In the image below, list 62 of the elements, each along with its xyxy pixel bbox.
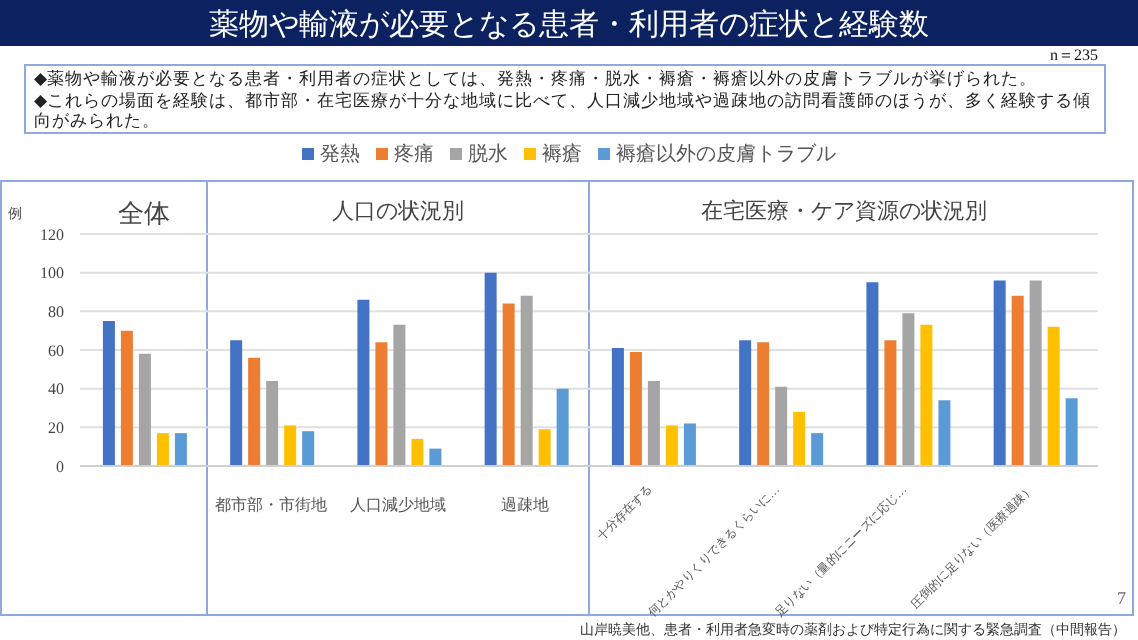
bar <box>502 303 515 466</box>
legend-label: 褥瘡以外の皮膚トラブル <box>614 141 836 168</box>
bar <box>1011 295 1024 466</box>
bar <box>1047 326 1060 466</box>
x-tick-label: 過疎地 <box>501 496 550 514</box>
y-tick-label: 40 <box>48 380 64 399</box>
bar <box>411 438 424 466</box>
bar <box>230 340 243 466</box>
bar <box>375 342 388 466</box>
y-tick-label: 100 <box>40 264 64 283</box>
bar <box>938 400 951 466</box>
bar <box>538 429 551 466</box>
bar <box>357 299 370 466</box>
bar <box>556 388 569 466</box>
bar <box>1029 280 1042 466</box>
y-tick-label: 20 <box>48 419 64 438</box>
bar <box>393 324 406 466</box>
legend-label: 褥瘡 <box>540 141 582 168</box>
bar <box>757 342 770 466</box>
text: 人口の状況別 <box>330 198 467 226</box>
bar <box>1065 398 1078 466</box>
y-tick-label: 80 <box>48 303 64 322</box>
bar <box>120 330 133 466</box>
bar <box>429 448 442 466</box>
legend-label: 疼痛 <box>392 141 434 168</box>
bar <box>866 282 879 466</box>
text: 全体 <box>115 196 172 232</box>
text: 7 <box>1117 588 1126 608</box>
x-tick-label: 人口減少地域 <box>350 496 447 514</box>
text: n＝235 <box>1050 46 1098 64</box>
y-tick-label: 120 <box>40 225 64 244</box>
chart-subtitle: ◆薬物や輸液が必要となる患者・利用者の症状としては、発熱・疼痛・脱水・褥瘡・褥瘡以外の皮膚トラブルが挙げられた。 ◆これらの場面を経験は、都市部・在宅医療が十分な地域に比べて、人口減少地域や過疎地の訪問看護師のほうが、多く経験する傾向がみられた。 <box>34 68 1094 131</box>
bar <box>266 380 279 466</box>
bar <box>665 425 678 466</box>
y-tick-label: 0 <box>56 457 64 476</box>
bar <box>520 295 533 466</box>
bar <box>920 324 933 466</box>
bar <box>775 386 788 466</box>
text: 在宅医療・ケア資源の状況別 <box>698 197 989 226</box>
bar <box>647 380 660 466</box>
bar <box>284 425 297 466</box>
bar <box>811 433 824 466</box>
legend-label: 発熱 <box>318 141 360 168</box>
bar <box>174 433 187 466</box>
bar <box>993 280 1006 466</box>
bar <box>302 431 315 466</box>
legend-label: 脱水 <box>466 141 508 168</box>
bar <box>611 348 624 466</box>
bar <box>629 351 642 466</box>
bar <box>248 357 261 466</box>
bar <box>156 433 169 466</box>
bar <box>902 313 915 466</box>
bar <box>884 340 897 466</box>
bar <box>484 272 497 466</box>
bar <box>683 423 696 466</box>
bar <box>793 411 806 466</box>
y-tick-label: 60 <box>48 341 64 360</box>
bar <box>739 340 752 466</box>
bar <box>102 321 115 466</box>
bar <box>138 353 151 466</box>
x-tick-label: 都市部・市街地 <box>214 496 327 514</box>
chart-title: 薬物や輸液が必要となる患者・利用者の症状と経験数 <box>0 6 1138 44</box>
